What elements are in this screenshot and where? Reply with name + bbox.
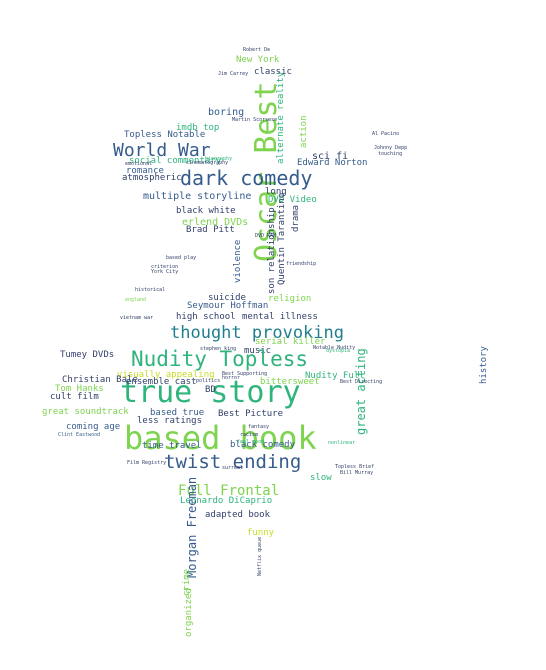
word-cloud-word: Quentin Tarantino [277,192,287,285]
word-cloud-word: vietnam war [120,315,154,321]
word-cloud-word: time travel [142,441,202,451]
word-cloud-word: atmospheric [122,173,182,183]
word-cloud-word: cinematography [186,160,229,166]
word-cloud-word: feel good [237,439,265,445]
word-cloud-word: Netflix queue [257,536,263,576]
word-cloud-word: friendship [286,261,317,267]
word-cloud-word: long [265,187,287,197]
word-cloud-word: Nudity Full [305,371,365,381]
word-cloud-word: drama [291,204,301,232]
word-cloud-word: surreal [222,465,244,471]
word-cloud-word: less ratings [137,416,203,426]
word-cloud-word: politics [196,378,221,384]
word-cloud-word: Christian Bale [62,375,138,385]
word-cloud-word: imdb top [176,123,220,133]
word-cloud-word: Nudity Topless [131,347,309,371]
word-cloud-word: great acting [354,348,368,435]
word-cloud-word: DVD Video [268,195,317,205]
word-cloud-word: romance [126,166,164,176]
word-cloud-word: Johnny Depp [374,145,408,151]
word-cloud-word: true story [120,375,301,410]
word-cloud-word: Robert De [243,47,271,53]
word-cloud-word: suicide [208,293,246,303]
word-cloud-word: ensemble cast [126,377,197,387]
word-cloud-word: Tumey DVDs [60,350,115,360]
word-cloud-word: Morgan Freeman [185,476,199,578]
word-cloud-word: action [299,115,309,148]
word-cloud-word: Clint Eastwood [58,432,101,438]
word-cloud-word: Best Directing [340,379,383,385]
word-cloud-word: Brad Pitt [186,225,235,235]
word-cloud-word: alternate reality [276,71,286,164]
word-cloud-word: World War [113,140,211,161]
word-cloud-word: touching [378,151,403,157]
word-cloud-word: fantasy [248,424,270,430]
word-cloud-word: history [479,346,489,384]
word-cloud-word: Jim Carrey [218,71,249,77]
word-cloud-word: erlend DVDs [182,217,249,228]
word-cloud-word: bittersweet [260,377,320,387]
word-cloud-word: serial killer [255,337,326,347]
word-cloud-word: coming age [66,422,121,432]
word-cloud-word: based play [166,255,197,261]
word-cloud-word: biography [205,156,233,162]
word-cloud-word: Leonardo DiCaprio [180,496,273,506]
word-cloud-word: mental illness [242,312,318,322]
word-cloud-word: Seymour Hoffman [187,301,269,311]
word-cloud-word: organized [184,588,194,637]
word-cloud-word: DVD RAM [255,233,277,239]
word-cloud-word: Topless Brief [335,464,375,470]
word-cloud-word: visually appealing [117,370,215,380]
word-cloud-word: son relationship [267,207,277,294]
word-cloud-word: based book [124,419,317,457]
word-cloud-word: great soundtrack [42,407,129,417]
word-cloud-word: based true [150,408,205,418]
word-cloud-word: Full Frontal [178,483,280,499]
word-cloud-word: multiple storyline [143,191,252,202]
word-cloud-word: classic [254,67,292,77]
word-cloud-word: York City [151,269,179,275]
word-cloud-word: cult film [50,392,99,402]
word-cloud-word: slow [310,473,332,483]
word-cloud-word: boring [208,107,245,118]
word-cloud-word: high school [176,312,236,322]
word-cloud-word: nonlinear [328,440,356,446]
word-cloud-word: criterion [151,264,179,270]
word-cloud-word: Edward Norton [297,158,368,168]
word-cloud-word: historical [135,287,166,293]
word-cloud-word: Bill Murray [340,470,374,476]
word-cloud-word: Best Picture [218,409,284,419]
word-cloud-word: New York [236,55,280,65]
word-cloud-word: social commentary [129,156,222,166]
word-cloud-word: violence [233,239,243,283]
word-cloud-word: Best Supporting [222,371,268,377]
word-cloud-word: sci fi [312,151,349,162]
word-cloud-word: dystopia [326,348,351,354]
word-cloud-word: black comedy [230,440,296,450]
word-cloud-word: dark comedy [180,166,313,190]
word-cloud-word: horror [222,375,241,381]
word-cloud-word: Martin Scorsese [232,117,278,123]
word-cloud-word: funny [247,528,275,538]
word-cloud-word: thought provoking [170,323,344,343]
word-cloud-word: black white [176,206,236,216]
word-cloud-word: Film Registry [127,460,167,466]
word-cloud-word: adapted book [205,510,271,520]
word-cloud-word: religion [268,294,312,304]
word-cloud-word: BD [205,385,216,395]
word-cloud-word: england [125,297,147,303]
word-cloud-word: Al Pacino [372,131,400,137]
word-cloud-word: emotional [125,161,153,167]
word-cloud-word: stephen king [200,346,237,352]
word-cloud-word: racism [240,432,259,438]
word-cloud-word: Notable Nudity [313,345,356,351]
word-cloud-word: music [244,346,272,356]
word-cloud-word: Topless Notable [124,130,206,140]
word-cloud-word: Tom Hanks [55,384,104,394]
word-cloud-word: twist ending [164,451,302,473]
